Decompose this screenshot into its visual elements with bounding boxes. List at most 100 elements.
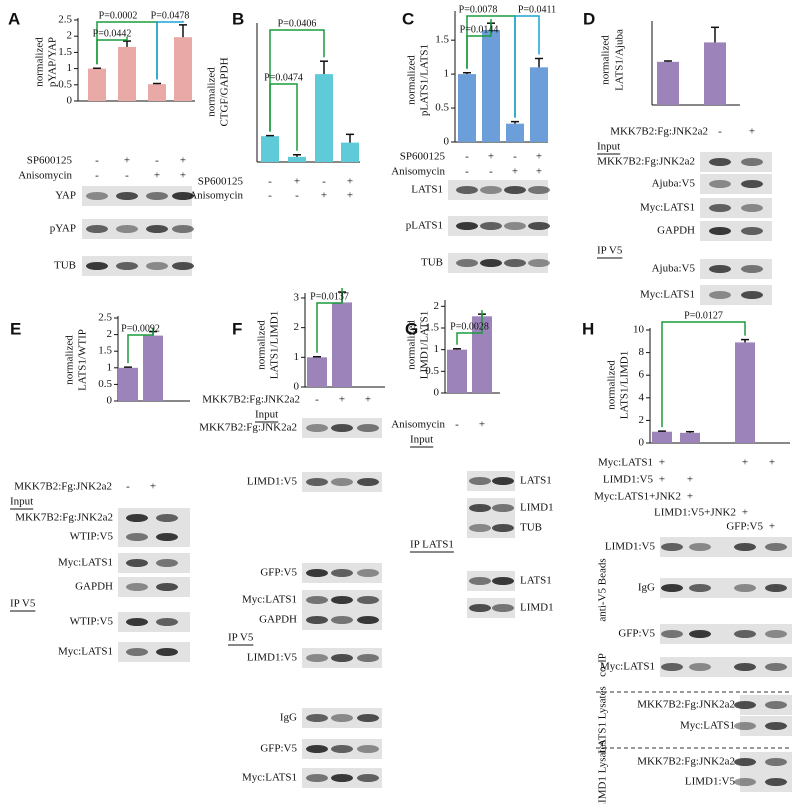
- y-axis-label: LATS1/LIMD1: [269, 311, 281, 379]
- blot-label: LATS1: [520, 575, 552, 587]
- y-tick-label: 1: [67, 62, 73, 74]
- blot-band: [689, 543, 711, 551]
- y-tick-label: 0.5: [98, 378, 112, 390]
- blot-strip: [700, 198, 772, 218]
- blot-band: [504, 186, 526, 194]
- y-tick-label: 0.5: [435, 102, 449, 114]
- treatment-mark: +: [659, 474, 665, 486]
- blot-band: [357, 596, 379, 604]
- treatment-label: SP600125: [400, 151, 446, 163]
- treatment-mark: +: [749, 126, 755, 138]
- blot-label: Ajuba:V5: [652, 263, 696, 275]
- blot-band: [492, 577, 514, 585]
- blot-strip: [118, 577, 190, 597]
- panel-letter: G: [405, 319, 418, 338]
- y-tick-label: 2: [639, 414, 645, 426]
- section-label: anti-V5 Beads: [597, 558, 609, 621]
- blot-band: [331, 424, 353, 432]
- blot-strip: [448, 180, 548, 200]
- treatment-mark: +: [180, 170, 186, 182]
- blot-band: [126, 648, 148, 656]
- p-value: P=0.0442: [93, 28, 132, 39]
- blot-band: [146, 225, 168, 233]
- blot-band: [734, 758, 756, 766]
- blot-band: [306, 424, 328, 432]
- blot-label: IgG: [638, 582, 655, 594]
- treatment-label: Anisomycin: [391, 419, 445, 431]
- y-tick-label: 1: [294, 351, 300, 363]
- blot-label: Myc:LATS1: [640, 202, 695, 214]
- y-tick-label: 0: [294, 381, 300, 393]
- blot-strip: [660, 537, 792, 557]
- blot-band: [492, 477, 514, 485]
- blot-band: [357, 774, 379, 782]
- blot-label: LATS1: [520, 475, 552, 487]
- treatment-label: SP600125: [198, 176, 244, 188]
- blot-strip: [302, 472, 382, 492]
- p-value: P=0.0078: [459, 4, 498, 15]
- blot-label: pYAP: [50, 223, 76, 235]
- treatment-mark: -: [489, 166, 493, 178]
- blot-band: [146, 192, 168, 200]
- p-value: P=0.0092: [121, 323, 160, 334]
- panel-letter: F: [232, 319, 242, 338]
- blot-band: [469, 477, 491, 485]
- significance-bracket: [661, 321, 746, 428]
- y-tick-label: 0: [107, 395, 113, 407]
- y-axis-label: normalized: [606, 360, 618, 410]
- blot-band: [331, 654, 353, 662]
- y-axis-label: normalized: [64, 335, 76, 385]
- blot-label: MKK7B2:Fg:JNK2a2: [597, 156, 695, 168]
- blot-band: [504, 222, 526, 230]
- blot-band: [741, 291, 763, 299]
- blot-band: [156, 514, 178, 522]
- p-value: P=0.0028: [450, 321, 489, 332]
- blot-label: LIMD1: [520, 502, 554, 514]
- section-label: IP V5: [597, 245, 623, 257]
- p-value: P=0.0411: [518, 4, 556, 15]
- treatment-mark: -: [95, 155, 99, 167]
- section-label: IP V5: [10, 598, 36, 610]
- blot-label: LIMD1:V5: [247, 652, 298, 664]
- blot-band: [172, 225, 194, 233]
- blot-band: [357, 569, 379, 577]
- blot-band: [734, 543, 756, 551]
- y-tick-label: 1: [444, 68, 450, 80]
- treatment-label: MKK7B2:Fg:JNK2a2: [610, 126, 708, 138]
- bar: [315, 74, 333, 162]
- treatment-mark: +: [769, 521, 775, 533]
- treatment-mark: -: [513, 151, 517, 163]
- blot-band: [86, 225, 108, 233]
- bar: [118, 367, 138, 401]
- blot-label: Myc:LATS1: [58, 646, 113, 658]
- y-tick-label: 1: [107, 361, 113, 373]
- blot-strip: [118, 612, 190, 632]
- blot-band: [156, 533, 178, 541]
- blot-strip: [302, 708, 382, 728]
- blot-band: [765, 701, 787, 709]
- blot-label: GFP:V5: [260, 567, 297, 579]
- blot-strip: [118, 553, 190, 573]
- bar: [341, 142, 359, 162]
- y-axis-label: normalized: [600, 35, 612, 85]
- blot-band: [126, 559, 148, 567]
- blot-band: [709, 265, 731, 273]
- blot-label: GFP:V5: [260, 743, 297, 755]
- blot-strip: [660, 657, 792, 677]
- blot-label: YAP: [55, 190, 76, 202]
- blot-band: [741, 204, 763, 212]
- blot-label: Myc:LATS1: [58, 557, 113, 569]
- blot-band: [741, 265, 763, 273]
- treatment-label: Anisomycin: [189, 190, 243, 202]
- treatment-mark: +: [687, 491, 693, 503]
- treatment-mark: -: [295, 190, 299, 202]
- significance-bracket: [316, 288, 343, 353]
- y-tick-label: 2: [294, 321, 300, 333]
- blot-band: [765, 663, 787, 671]
- blot-label: LIMD1:V5: [685, 776, 736, 788]
- blot-band: [480, 259, 502, 267]
- treatment-mark: -: [465, 151, 469, 163]
- panel-letter: A: [8, 9, 20, 28]
- blot-band: [469, 604, 491, 612]
- blot-band: [156, 618, 178, 626]
